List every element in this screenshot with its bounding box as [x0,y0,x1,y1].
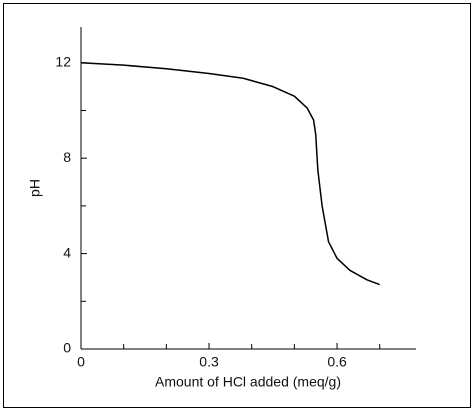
frame [3,3,471,408]
x-tick-label: 0.3 [199,354,219,370]
x-tick-label: 0 [77,354,85,370]
y-axis-label: pH [27,179,43,197]
data-line [80,62,380,286]
y-tick-label: 8 [63,149,71,165]
x-axis-label: Amount of HCl added (meq/g) [155,374,341,390]
y-tick-label: 12 [55,53,71,69]
y-tick-label: 0 [63,340,71,356]
y-tick-label: 4 [63,244,71,260]
x-tick-label: 0.6 [327,354,347,370]
